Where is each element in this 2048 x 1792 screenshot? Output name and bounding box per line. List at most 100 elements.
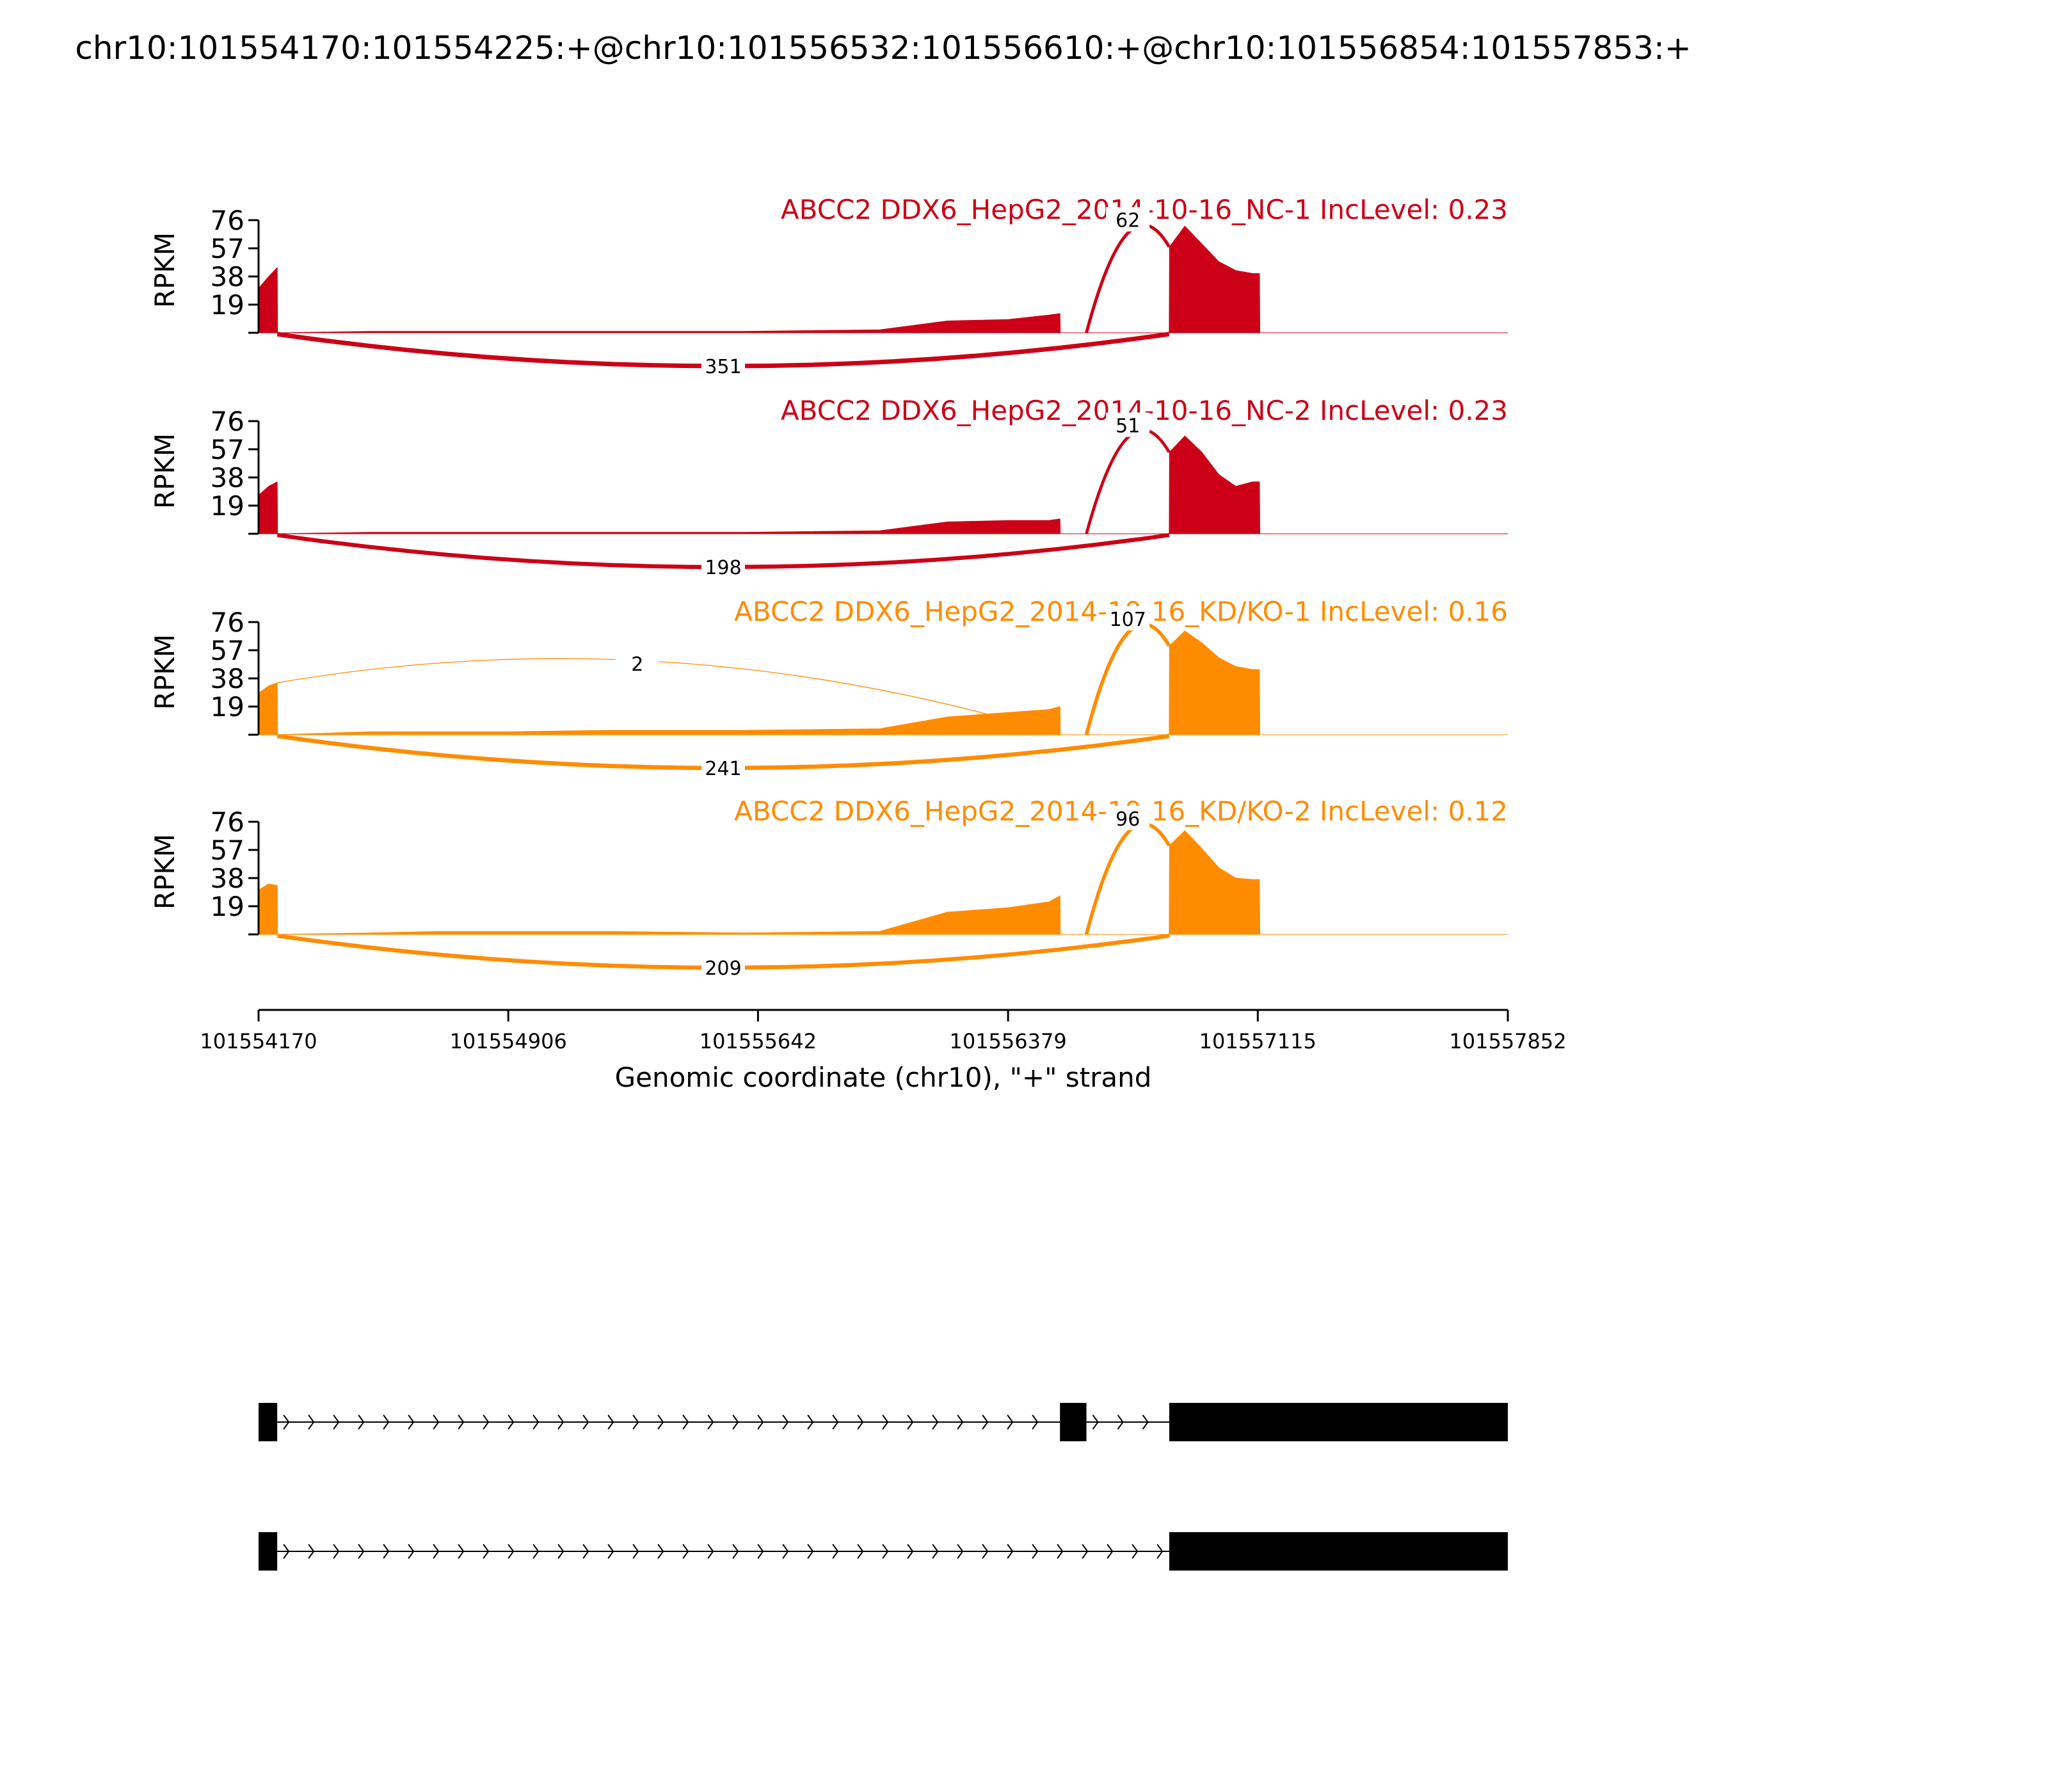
y-tick-label: 76 [211, 806, 244, 838]
strand-arrow [433, 1544, 440, 1559]
y-tick-label: 38 [211, 462, 244, 493]
isoform-1 [259, 1403, 1508, 1441]
strand-arrow [333, 1414, 340, 1430]
y-axis-label: RPKM [149, 834, 180, 909]
junction-count: 51 [1116, 415, 1140, 438]
strand-arrow [782, 1414, 789, 1430]
exon-block [259, 1403, 278, 1441]
x-axis: 101554170 101554906 101555642 101556379 1015… [200, 1009, 1567, 1053]
junction-count: 96 [1116, 808, 1140, 831]
page-title: chr10:101554170:101554225:+@chr10:101556… [75, 29, 1691, 67]
strand-arrow [408, 1544, 415, 1559]
isoform-2 [259, 1532, 1508, 1571]
strand-arrow [383, 1544, 390, 1559]
strand-arrow [857, 1414, 864, 1430]
strand-arrow [508, 1544, 515, 1559]
y-tick-label: 38 [211, 863, 244, 894]
strand-arrow [607, 1414, 614, 1430]
strand-arrow [757, 1414, 764, 1430]
junction-count: 2 [631, 653, 643, 676]
junction-label-bg [1106, 207, 1150, 232]
junction-label-bg [1106, 806, 1150, 831]
strand-arrow [483, 1414, 490, 1430]
junction-count: 198 [705, 557, 741, 579]
strand-arrow [882, 1414, 889, 1430]
y-tick-label: 19 [211, 289, 244, 321]
strand-arrow [1032, 1414, 1039, 1430]
strand-arrow [358, 1414, 365, 1430]
x-tick-label: 101556379 [949, 1029, 1066, 1053]
y-tick-label: 19 [211, 891, 244, 922]
y-tick-label: 57 [211, 835, 244, 866]
strand-arrow [907, 1544, 914, 1559]
junction-label-bg [615, 651, 659, 675]
y-tick-label: 38 [211, 663, 244, 694]
y-tick-label: 38 [211, 261, 244, 292]
strand-arrow [1007, 1414, 1014, 1430]
y-axis-label: RPKM [149, 634, 180, 710]
strand-arrow [707, 1544, 714, 1559]
strand-arrow [857, 1544, 864, 1559]
exon-block [1060, 1403, 1087, 1441]
junction-arc [277, 658, 1060, 735]
junction-count: 209 [705, 957, 741, 980]
junction-count: 241 [705, 758, 741, 780]
strand-arrow [1107, 1544, 1114, 1559]
strand-arrow [458, 1414, 465, 1430]
y-axis-label: RPKM [149, 232, 180, 308]
strand-arrow [807, 1414, 814, 1430]
y-tick-label: 76 [211, 205, 244, 236]
junction-arc [1084, 622, 1171, 735]
coverage-area [258, 435, 1508, 534]
strand-arrow [508, 1414, 515, 1430]
junction-count: 351 [705, 356, 741, 378]
strand-arrow [1007, 1544, 1014, 1559]
strand-arrow [1117, 1414, 1124, 1430]
strand-arrow [383, 1414, 390, 1430]
strand-arrow [1032, 1544, 1039, 1559]
y-tick-label: 57 [211, 233, 244, 264]
strand-arrow [632, 1414, 639, 1430]
strand-arrow [657, 1544, 664, 1559]
strand-arrow [732, 1414, 739, 1430]
junction-label-bg [1106, 606, 1150, 631]
coverage-area [258, 630, 1508, 735]
strand-arrow [1132, 1544, 1139, 1559]
x-tick-label: 101554170 [200, 1029, 317, 1053]
y-axis-label: RPKM [149, 433, 180, 509]
strand-arrow [607, 1544, 614, 1559]
junction-arc [1085, 428, 1171, 534]
exon-block [1169, 1532, 1508, 1571]
junction-label-bg [701, 554, 746, 579]
junction-arc [1084, 822, 1171, 935]
strand-arrow [308, 1544, 315, 1559]
isoform-models [259, 1403, 1508, 1571]
strand-arrow [707, 1414, 714, 1430]
y-tick-label: 19 [211, 691, 244, 723]
y-tick-label: 76 [211, 406, 244, 437]
strand-arrow [582, 1544, 589, 1559]
strand-arrow [1156, 1544, 1164, 1559]
strand-arrow [807, 1544, 814, 1559]
junction-label-bg [1106, 412, 1150, 437]
exon-block [1169, 1403, 1508, 1441]
strand-arrow [632, 1544, 639, 1559]
y-tick-label: 19 [211, 490, 244, 522]
strand-arrow [283, 1414, 290, 1430]
strand-arrow [982, 1414, 989, 1430]
strand-arrow [682, 1544, 689, 1559]
exon-block [259, 1532, 278, 1571]
strand-arrow [433, 1414, 440, 1430]
strand-arrow [483, 1544, 490, 1559]
strand-arrow [757, 1544, 764, 1559]
strand-arrow [932, 1414, 939, 1430]
junction-label-bg [701, 955, 746, 979]
strand-arrow [1082, 1544, 1089, 1559]
junction-label-bg [701, 353, 746, 378]
strand-arrow [1092, 1414, 1099, 1430]
